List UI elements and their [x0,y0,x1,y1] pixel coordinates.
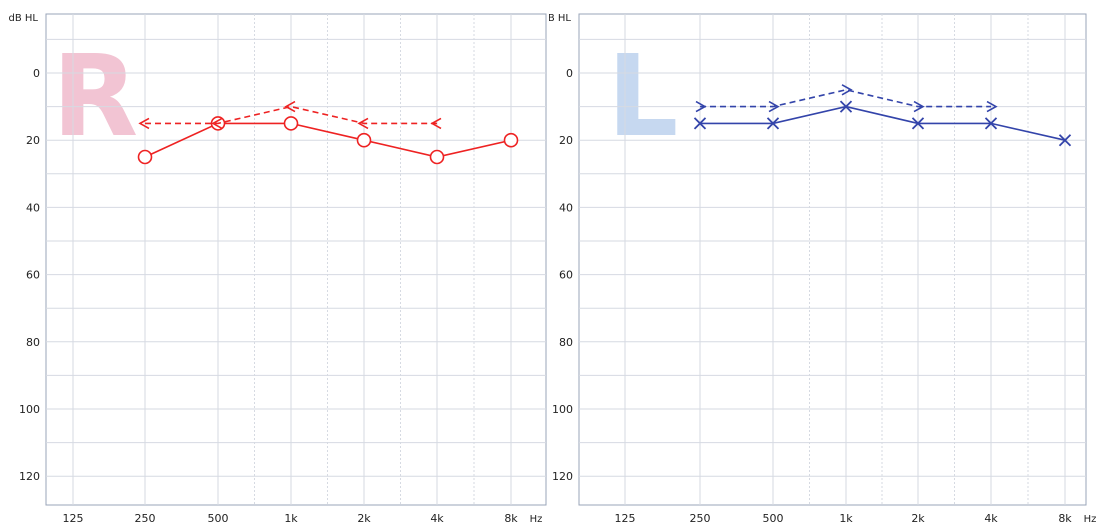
right-arrow-left-marker [284,100,296,113]
right-x-tick-label: 2k [357,512,371,525]
right-series-circle-line [144,122,512,158]
right-circle-marker [283,116,299,131]
right-circle-marker [429,149,445,165]
left-cross-marker [766,117,780,130]
right-circle-marker [503,132,519,148]
right-arrow-left-marker [357,117,369,130]
left-x-tick-label: 1k [839,512,853,525]
left-x-tick-label: 8k [1058,512,1072,525]
right-y-tick-label: 120 [19,470,40,483]
left-cross-marker [984,117,998,130]
right-arrow-left-marker [430,117,442,130]
right-ear-label: R [52,32,138,162]
left-cross-marker [693,117,707,130]
right-y-tick-label: 0 [33,67,40,80]
left-y-tick-label: 20 [559,134,573,147]
right-x-tick-label: 8k [504,512,518,525]
left-y-tick-label: 40 [559,201,573,214]
right-x-tick-label: 250 [135,512,156,525]
right-plot-frame [45,13,547,506]
right-x-tick-label: 125 [63,512,84,525]
left-cross-marker [1058,134,1072,147]
left-x-tick-label: 250 [690,512,711,525]
left-cross-marker [839,100,853,113]
right-x-tick-label: 1k [284,512,298,525]
right-arrow-left-marker [211,117,223,130]
left-cross-marker [911,117,925,130]
right-x-tick-label: 500 [208,512,229,525]
left-arrow-right-marker [695,100,707,113]
left-y-tick-label: 100 [552,403,573,416]
left-y-axis-label: dB HL [549,13,571,24]
right-ear-audiogram-svg: RdB HL 0 20 40 60 80 100 120 125 250 500 1k 2k 4k 8k Hz [9,13,547,525]
left-x-tick-label: 4k [984,512,998,525]
right-x-axis-label: Hz [530,514,543,525]
left-arrow-right-marker [841,84,853,96]
left-x-axis-label: Hz [1084,514,1097,525]
right-y-tick-label: 40 [26,201,40,214]
left-x-tick-label: 2k [911,512,925,525]
left-y-tick-label: 60 [559,269,573,282]
right-y-tick-label: 60 [26,269,40,282]
right-y-tick-label: 80 [26,336,40,349]
left-ear-audiogram: LdB HL 0 20 40 60 80 100 120 125 250 500 1k 2k 4k 8k Hz [549,0,1098,525]
left-y-tick-label: 120 [552,470,573,483]
right-x-tick-label: 4k [430,512,444,525]
right-circle-marker [137,149,153,165]
left-x-tick-label: 125 [615,512,636,525]
left-x-tick-label: 500 [763,512,784,525]
right-y-tick-label: 100 [19,403,40,416]
right-circle-marker [356,132,372,148]
right-y-axis-label: dB HL [9,13,39,24]
left-y-tick-label: 80 [559,336,573,349]
left-arrow-right-marker [913,100,925,113]
left-arrow-right-marker [768,100,780,113]
left-ear-audiogram-svg: LdB HL 0 20 40 60 80 100 120 125 250 500 1k 2k 4k 8k Hz [549,13,1097,525]
left-series-cross-line [700,105,1066,141]
left-plot-frame [578,13,1087,506]
right-y-tick-label: 20 [26,134,40,147]
left-arrow-right-marker [986,100,998,113]
right-arrow-left-marker [138,117,150,130]
left-ear-label: L [607,32,678,162]
left-y-tick-label: 0 [566,67,573,80]
